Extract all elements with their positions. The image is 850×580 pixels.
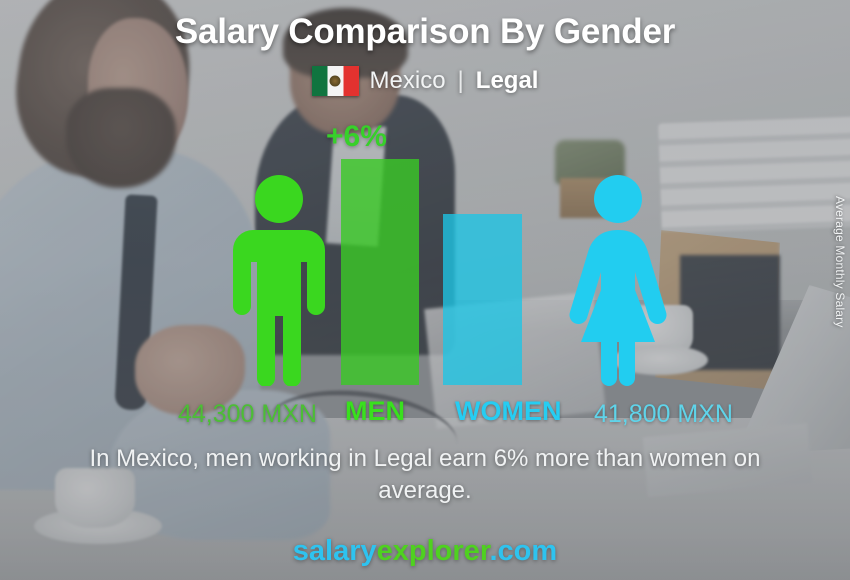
bg-person1-beard	[66, 88, 176, 188]
female-figure-icon	[568, 174, 668, 391]
logo-part-salary: salary	[292, 535, 377, 567]
difference-badge: +6%	[326, 120, 387, 153]
mexico-flag-icon	[311, 66, 359, 96]
women-label: WOMEN	[455, 396, 562, 426]
bar-women	[443, 214, 522, 385]
subtitle-separator: |	[457, 67, 464, 94]
logo-part-explorer: explorer	[376, 535, 490, 567]
site-logo[interactable]: salaryexplorer.com	[0, 535, 850, 568]
logo-part-domain: .com	[489, 535, 558, 567]
bg-coffee-cup-left	[55, 468, 135, 528]
men-salary-value: 44,300 MXN	[178, 400, 317, 428]
page-title: Salary Comparison By Gender	[174, 12, 676, 51]
country-label: Mexico	[369, 67, 446, 94]
male-figure-icon	[233, 174, 325, 391]
women-salary-value: 41,800 MXN	[594, 400, 733, 428]
chart-subtitle: Mexico | Legal	[0, 66, 850, 96]
job-category-label: Legal	[475, 67, 539, 94]
y-axis-label: Average Monthly Salary	[833, 196, 847, 328]
men-label: MEN	[345, 396, 405, 426]
bg-person1-hand	[135, 325, 245, 415]
flag-emblem-icon	[329, 75, 341, 87]
chart-description: In Mexico, men working in Legal earn 6% …	[89, 445, 761, 504]
bar-men	[341, 159, 419, 385]
